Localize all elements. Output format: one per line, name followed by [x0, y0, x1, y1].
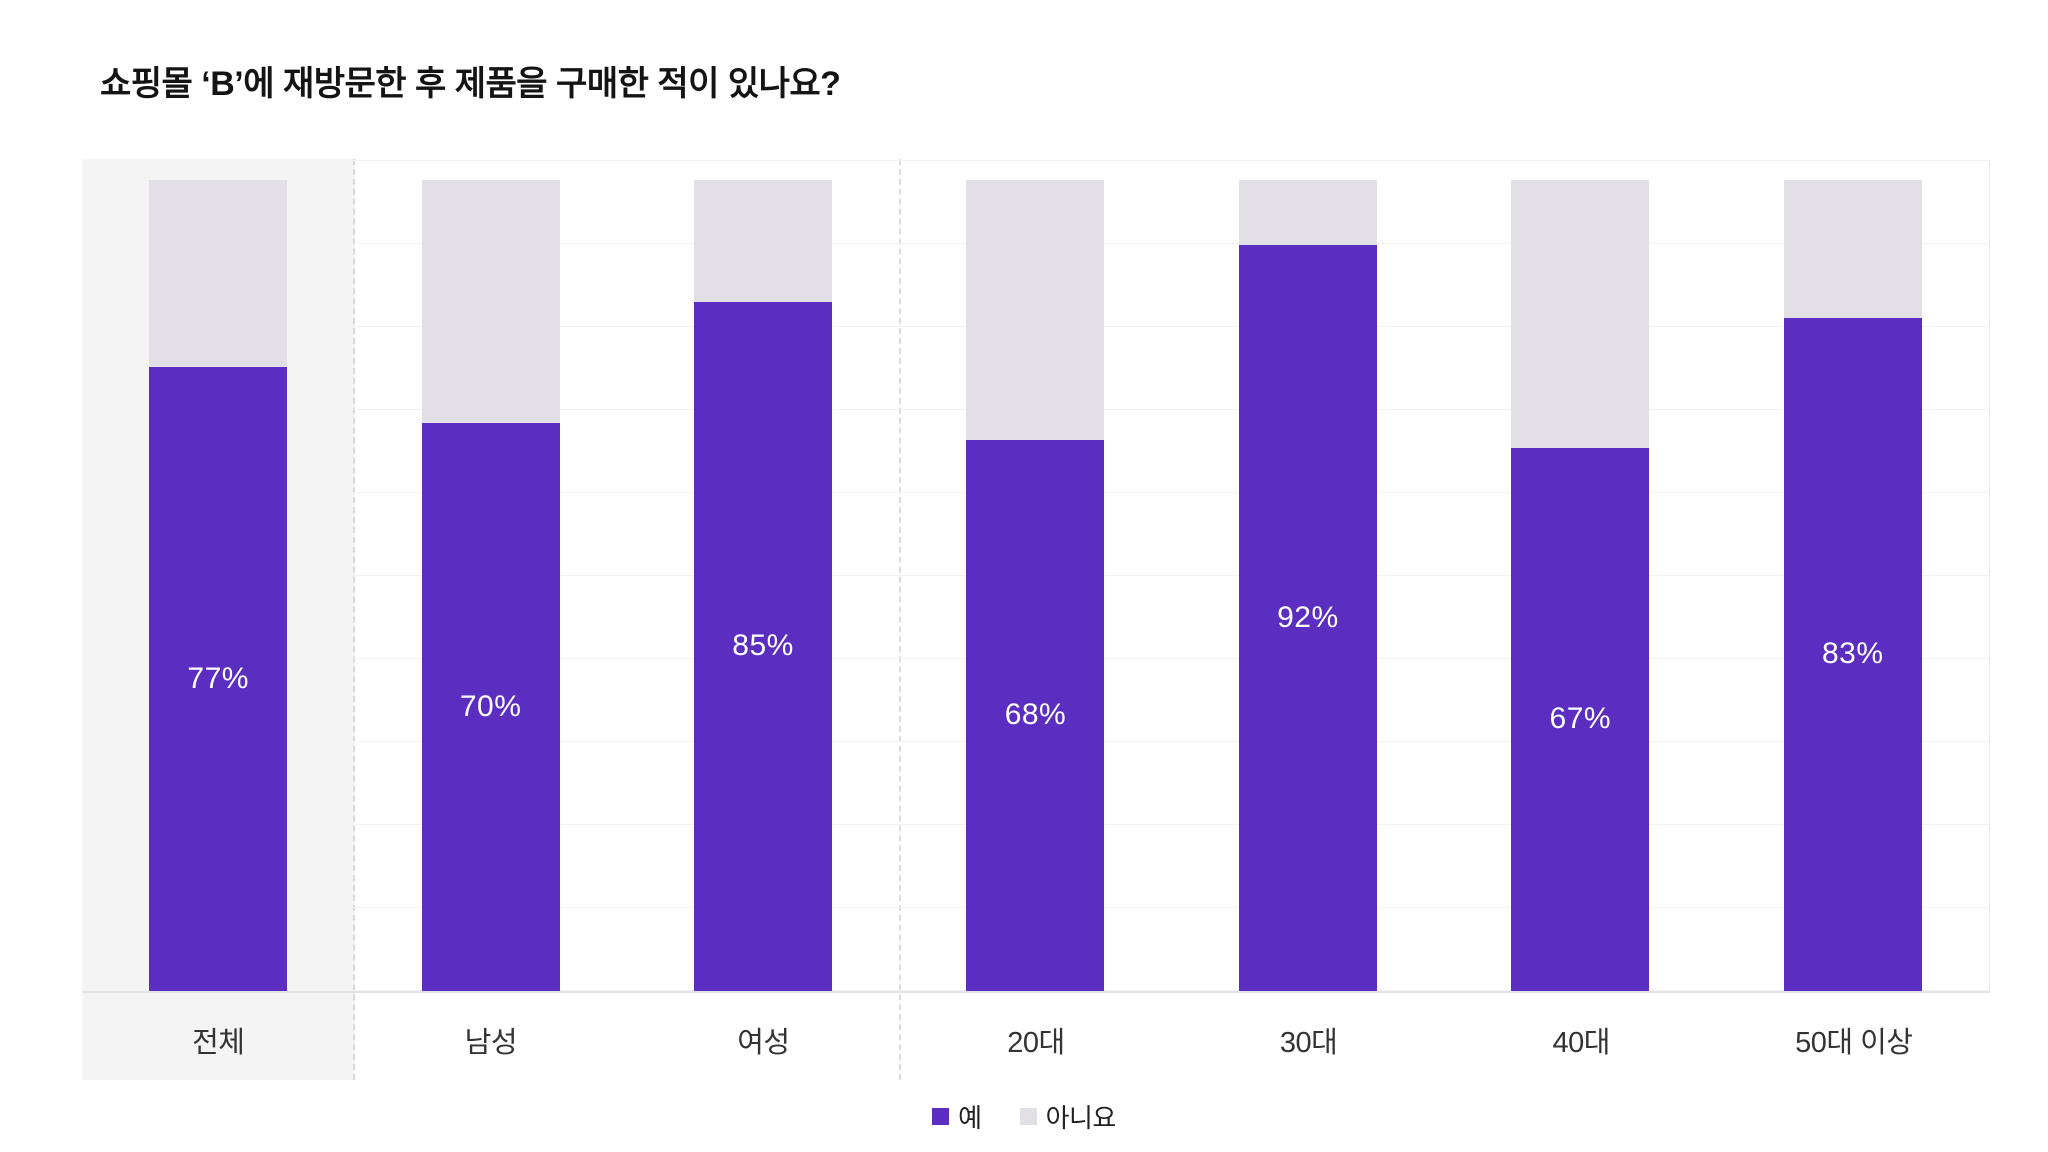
category-label: 20대 — [1007, 1027, 1065, 1059]
yes-swatch-icon — [932, 1107, 950, 1125]
value-label: 67% — [1549, 702, 1612, 736]
stacked-bar[interactable]: 92% — [1238, 180, 1377, 991]
yes-segment[interactable]: 68% — [966, 439, 1105, 991]
stacked-bar[interactable]: 83% — [1783, 180, 1922, 991]
value-label: 85% — [732, 629, 794, 663]
category-axis: 전체 남성 여성 20대 30대 40대 50대 이상 — [82, 1008, 1990, 1072]
stacked-bar[interactable]: 67% — [1511, 180, 1650, 991]
category-label: 40대 — [1552, 1027, 1610, 1059]
bar-column: 70% — [354, 180, 626, 991]
bar-column: 85% — [627, 180, 899, 991]
yes-segment[interactable]: 67% — [1511, 447, 1650, 991]
bar-column: 83% — [1717, 180, 1989, 991]
stacked-bar[interactable]: 68% — [966, 180, 1105, 991]
category-label: 여성 — [737, 1027, 790, 1059]
value-label: 77% — [187, 661, 249, 695]
stacked-bar[interactable]: 77% — [149, 180, 288, 991]
bars-row: 77% 70% 85% 68% 92% 67% 83% — [82, 180, 1989, 991]
yes-segment[interactable]: 83% — [1783, 317, 1922, 991]
category-label: 50대 이상 — [1795, 1027, 1913, 1059]
stacked-bar[interactable]: 85% — [694, 180, 833, 991]
legend-yes-label: 예 — [958, 1102, 982, 1133]
yes-segment[interactable]: 70% — [421, 423, 560, 991]
category-label: 남성 — [464, 1027, 518, 1059]
value-label: 83% — [1821, 637, 1884, 671]
legend-item-no[interactable]: 아니요 — [1019, 1098, 1117, 1135]
no-segment[interactable] — [1511, 180, 1650, 448]
yes-segment[interactable]: 85% — [694, 301, 833, 991]
legend-no-label: 아니요 — [1045, 1102, 1117, 1133]
value-label: 92% — [1277, 600, 1339, 634]
no-segment[interactable] — [421, 180, 560, 424]
bar-column: 68% — [899, 180, 1171, 991]
bar-column: 92% — [1172, 180, 1444, 991]
bar-column: 67% — [1444, 180, 1716, 991]
no-swatch-icon — [1019, 1107, 1037, 1125]
no-segment[interactable] — [966, 180, 1105, 440]
no-segment[interactable] — [1238, 180, 1377, 245]
value-label: 70% — [459, 690, 522, 724]
legend: 예 아니요 — [0, 1096, 2048, 1136]
plot-area: 77% 70% 85% 68% 92% 67% 83% — [82, 159, 1990, 993]
yes-segment[interactable]: 92% — [1238, 244, 1377, 991]
category-label: 전체 — [192, 1027, 245, 1059]
no-segment[interactable] — [1783, 180, 1922, 318]
value-label: 68% — [1004, 698, 1067, 732]
legend-item-yes[interactable]: 예 — [932, 1098, 982, 1135]
no-segment[interactable] — [694, 180, 833, 302]
stacked-bar[interactable]: 70% — [421, 180, 560, 991]
category-label: 30대 — [1279, 1027, 1338, 1059]
yes-segment[interactable]: 77% — [149, 366, 288, 991]
no-segment[interactable] — [149, 180, 288, 367]
bar-column: 77% — [82, 180, 354, 991]
chart-title: 쇼핑몰 ‘B’에 재방문한 후 제품을 구매한 적이 있나요? — [100, 65, 841, 103]
